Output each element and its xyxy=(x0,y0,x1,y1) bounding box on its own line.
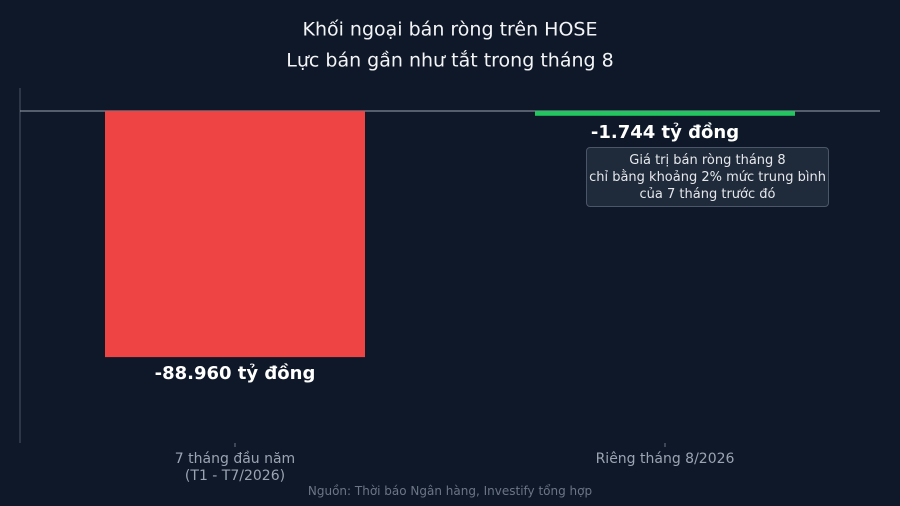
annotation: Giá trị bán ròng tháng 8 chỉ bằng khoảng… xyxy=(586,147,829,207)
chart-title: Khối ngoại bán ròng trên HOSE xyxy=(302,19,597,41)
bar xyxy=(105,110,365,358)
x-tick-label: 7 tháng đầu năm (T1 - T7/2026) xyxy=(174,451,296,484)
bar xyxy=(535,110,795,116)
chart-subtitle: Lực bán gần như tắt trong tháng 8 xyxy=(286,49,613,72)
source: Nguồn: Thời báo Ngân hàng, Investify tổn… xyxy=(307,484,593,498)
data-label: -88.960 tỷ đồng xyxy=(155,363,316,384)
data-label: -1.744 tỷ đồng xyxy=(591,122,739,143)
x-tick-label: Riêng tháng 8/2026 xyxy=(595,451,735,467)
